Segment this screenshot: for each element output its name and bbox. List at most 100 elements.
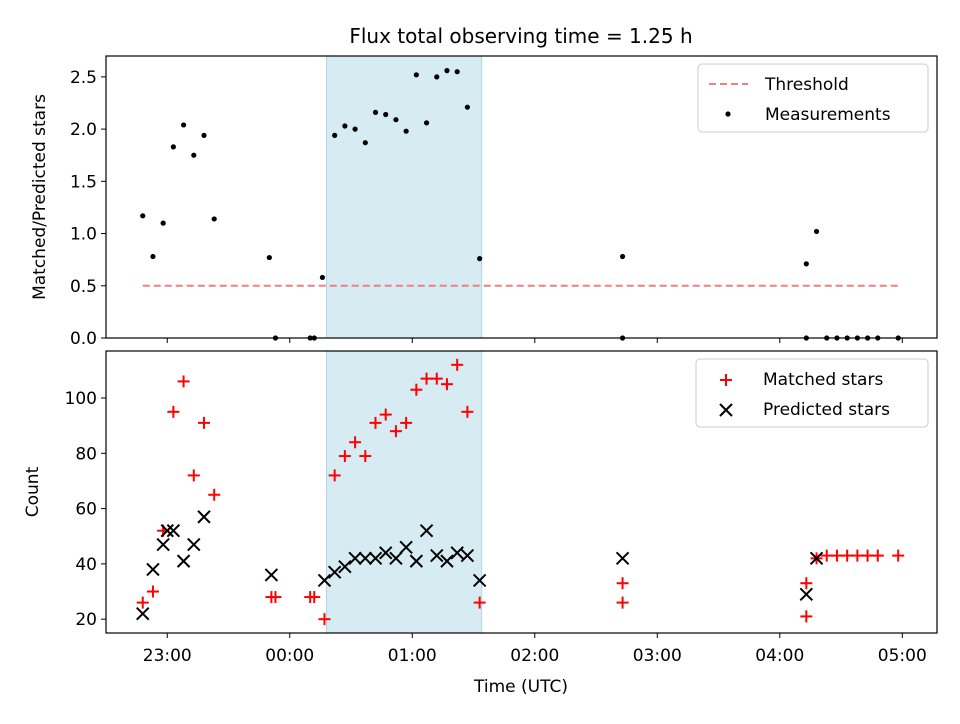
matched-star-marker: [800, 577, 813, 590]
count-panel-y-axis: 20 40 60 80 100: [65, 389, 106, 630]
matched-star-marker: [430, 372, 443, 385]
predicted-star-marker: [809, 551, 824, 566]
measurement-point: [201, 132, 207, 138]
predicted-star-marker: [264, 568, 279, 582]
measurement-point: [803, 261, 809, 267]
matched-star-marker: [451, 358, 464, 371]
count-panel-legend-box: [695, 358, 929, 428]
count-y-tick-label: 20: [75, 610, 97, 630]
matched-star-marker: [851, 549, 864, 562]
ratio-panel-shaded-span: [326, 55, 483, 339]
legend-measurements-label: Measurements: [765, 105, 891, 125]
count-y-tick-label: 60: [75, 500, 97, 520]
measurement-point: [352, 126, 358, 132]
legend-threshold-label: Threshold: [764, 75, 849, 95]
predicted-star-marker: [317, 573, 332, 588]
predicted-star-marker: [348, 551, 362, 566]
matched-star-marker: [616, 577, 629, 590]
ratio-y-tick-label: 1.0: [70, 225, 97, 245]
matched-star-marker: [389, 425, 402, 438]
matched-star-marker: [473, 596, 486, 609]
ratio-panel-x-ticks: [166, 338, 903, 343]
predicted-star-marker: [440, 554, 454, 568]
ratio-y-tick-label: 1.5: [70, 172, 97, 192]
x-tick-label: 04:00: [755, 646, 804, 666]
ratio-panel-legend-box: [697, 63, 929, 133]
predicted-star-marker: [379, 546, 393, 560]
matched-star-marker: [820, 549, 833, 562]
ratio-panel-y-axis: 0.0 0.5 1.0 1.5 2.0 2.5: [70, 68, 106, 349]
measurement-point: [191, 152, 197, 158]
predicted-star-marker: [399, 540, 413, 555]
matched-star-marker: [308, 591, 321, 604]
count-y-tick-label: 100: [65, 389, 97, 409]
matched-star-marker: [800, 610, 813, 623]
measurement-point: [160, 220, 166, 226]
matched-star-marker: [861, 549, 874, 562]
matched-star-marker: [208, 488, 221, 501]
measurement-point: [180, 122, 187, 128]
predicted-star-marker: [187, 537, 201, 552]
legend-matched-swatch: [720, 374, 732, 386]
matched-star-marker: [359, 450, 372, 463]
predicted-star-marker: [197, 510, 211, 524]
predicted-star-marker: [338, 559, 352, 574]
matched-star-marker: [892, 549, 905, 562]
matched-star-marker: [318, 613, 331, 626]
matched-star-marker: [830, 549, 843, 562]
matched-star-marker: [410, 383, 423, 396]
matched-star-marker: [269, 591, 282, 604]
count-panel: 20 40 60 80 100 23:00 00:00 01:00 02:00 03:00 04:…: [23, 350, 938, 697]
measurement-point: [372, 109, 379, 115]
count-panel-legend: Matched stars Predicted stars: [695, 358, 929, 428]
count-panel-frame: [105, 350, 938, 634]
count-panel-x-axis: 23:00 00:00 01:00 02:00 03:00 04:00 05:00: [143, 633, 927, 666]
measurement-point: [393, 117, 399, 123]
predicted-star-marker: [327, 565, 342, 579]
predicted-star-marker: [419, 523, 434, 538]
chart-title: Flux total observing time = 1.25 h: [349, 24, 692, 48]
legend-measurements-swatch: [725, 111, 731, 117]
matched-star-marker: [440, 378, 453, 391]
measurement-point: [332, 132, 338, 138]
x-tick-label: 05:00: [878, 646, 927, 666]
predicted-star-marker: [615, 551, 630, 566]
matched-star-marker: [841, 549, 854, 562]
matched-star-marker: [198, 416, 211, 429]
count-panel-y-axis-title: Count: [23, 466, 43, 517]
measurement-point: [319, 274, 326, 281]
count-y-tick-label: 80: [75, 444, 97, 464]
predicted-star-marker: [799, 587, 814, 602]
measurement-point: [342, 123, 348, 129]
predicted-star-marker: [166, 523, 181, 538]
matched-star-marker: [420, 372, 433, 385]
predicted-star-marker: [389, 551, 403, 566]
ratio-panel: 0.0 0.5 1.0 1.5 2.0 2.5 Flux total observing …: [30, 24, 938, 349]
x-axis-title: Time (UTC): [473, 677, 568, 697]
measurement-point: [434, 74, 440, 80]
measurement-point: [266, 254, 272, 261]
measurement-point: [444, 68, 450, 74]
matched-star-marker: [616, 596, 629, 609]
ratio-y-tick-label: 0.5: [70, 277, 97, 297]
ratio-y-tick-label: 2.5: [70, 68, 97, 88]
predicted-star-marker: [430, 548, 444, 563]
predicted-star-marker: [176, 554, 191, 568]
x-tick-label: 01:00: [388, 646, 437, 666]
matched-star-marker: [461, 405, 474, 418]
matched-star-marker: [369, 416, 382, 429]
matched-star-marker: [349, 436, 362, 449]
x-tick-label: 02:00: [510, 646, 559, 666]
measurement-point: [464, 104, 470, 110]
matched-star-marker: [136, 596, 149, 609]
matched-star-marker: [177, 375, 190, 388]
measurement-point: [403, 128, 409, 134]
predicted-star-marker: [358, 551, 373, 566]
ratio-y-tick-label: 0.0: [70, 329, 97, 349]
x-tick-label: 00:00: [265, 646, 314, 666]
predicted-star-marker: [460, 548, 475, 563]
predicted-star-marker: [450, 546, 464, 560]
predicted-star-marker: [160, 523, 174, 538]
measurement-point: [413, 72, 419, 78]
